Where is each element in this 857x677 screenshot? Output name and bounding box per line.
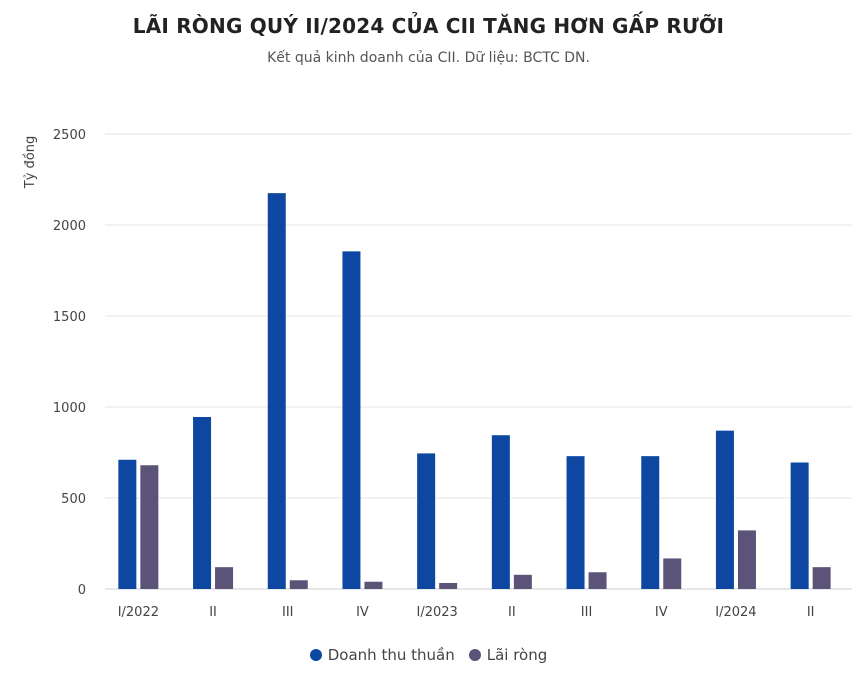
- x-axis-ticks: I/2022 II III IV I/2023 II III IV I/2024 II: [118, 605, 815, 620]
- y-tick-label: 500: [61, 492, 86, 507]
- bar-doanh-thu: [491, 435, 510, 589]
- x-tick-label: II: [807, 605, 815, 620]
- bar-lai-rong: [588, 572, 607, 589]
- bar-lai-rong: [513, 574, 532, 589]
- y-tick-label: 2500: [53, 128, 86, 143]
- bar-lai-rong: [663, 558, 682, 589]
- bar-lai-rong: [812, 567, 831, 589]
- legend-item[interactable]: Doanh thu thuần: [309, 646, 455, 664]
- chart-title: LÃI RÒNG QUÝ II/2024 CỦA CII TĂNG HƠN GẤ…: [132, 14, 725, 38]
- x-tick-label: II: [508, 605, 516, 620]
- bar-doanh-thu: [566, 456, 585, 589]
- x-tick-label: III: [282, 605, 294, 620]
- x-tick-label: IV: [356, 605, 369, 620]
- bar-lai-rong: [215, 567, 234, 589]
- y-tick-label: 1000: [53, 401, 86, 416]
- legend-item[interactable]: Lãi ròng: [468, 646, 548, 664]
- x-tick-label: IV: [655, 605, 668, 620]
- bar-lai-rong: [289, 580, 308, 589]
- bar-doanh-thu: [790, 462, 809, 589]
- legend-marker-icon: [309, 649, 322, 661]
- bar-doanh-thu: [193, 417, 212, 589]
- x-tick-label: I/2024: [715, 605, 756, 620]
- bar-doanh-thu: [641, 456, 660, 589]
- legend-marker-icon: [468, 649, 481, 661]
- bar-doanh-thu: [715, 430, 734, 589]
- y-tick-label: 2000: [53, 219, 86, 234]
- y-axis-ticks: 0 500 1000 1500 2000 2500: [53, 128, 86, 598]
- bar-doanh-thu: [417, 453, 436, 589]
- x-tick-label: II: [209, 605, 217, 620]
- legend-label: Lãi ròng: [486, 646, 548, 664]
- grid-lines: [105, 133, 852, 590]
- bar-doanh-thu: [118, 459, 137, 589]
- y-axis-label: Tỷ đồng: [23, 136, 38, 189]
- x-tick-label: I/2022: [118, 605, 159, 620]
- bar-lai-rong: [364, 581, 383, 589]
- y-tick-label: 1500: [53, 310, 86, 325]
- bar-lai-rong: [737, 530, 756, 589]
- bars: [118, 193, 831, 589]
- x-tick-label: III: [581, 605, 593, 620]
- bar-doanh-thu: [342, 251, 361, 589]
- bar-doanh-thu: [267, 193, 286, 589]
- bar-lai-rong: [140, 465, 159, 589]
- x-tick-label: I/2023: [416, 605, 457, 620]
- legend-label: Doanh thu thuần: [327, 646, 455, 664]
- chart-subtitle: Kết quả kinh doanh của CII. Dữ liệu: BCT…: [267, 50, 590, 66]
- legend: Doanh thu thuần Lãi ròng: [0, 646, 857, 664]
- bar-lai-rong: [439, 582, 458, 589]
- y-tick-label: 0: [78, 583, 86, 598]
